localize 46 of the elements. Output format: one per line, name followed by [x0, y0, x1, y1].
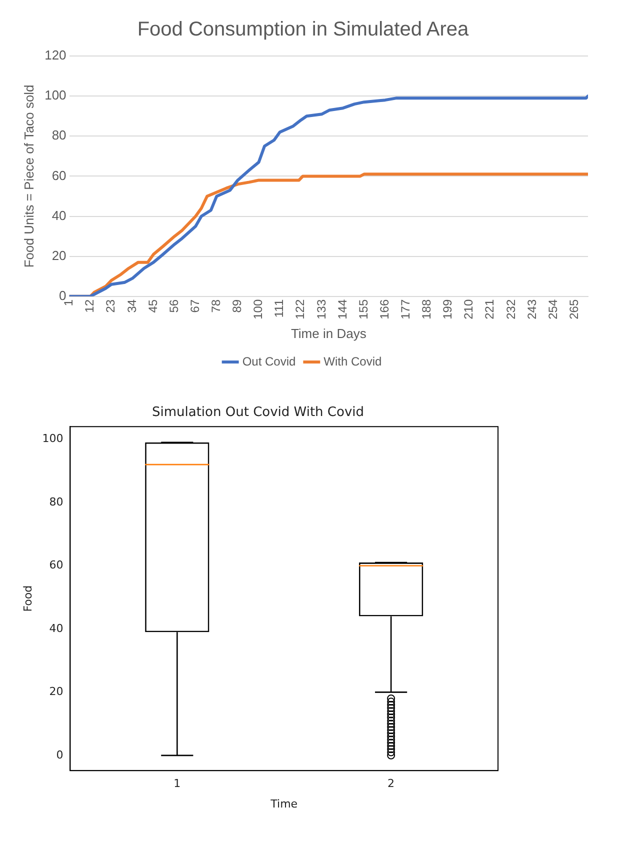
x-tick-label: 210	[462, 299, 476, 320]
y-axis-title: Food Units = Piece of Taco sold	[21, 84, 36, 268]
x-tick-label: 1	[174, 777, 181, 790]
y-tick-label: 60	[49, 558, 64, 572]
x-tick-label: 166	[377, 299, 392, 320]
x-tick-label: 243	[524, 299, 539, 320]
x-tick-label: 2	[388, 777, 395, 790]
y-tick-label: 100	[42, 432, 64, 446]
y-tick-label: 40	[49, 622, 64, 635]
chart-title: Food Consumption in Simulated Area	[137, 18, 470, 41]
x-tick-label: 232	[504, 299, 518, 320]
y-axis-title: Food	[21, 585, 34, 612]
x-tick-label: 155	[356, 299, 370, 320]
legend-label: With Covid	[324, 354, 382, 368]
x-tick-label: 100	[251, 299, 266, 320]
x-tick-label: 265	[566, 299, 581, 320]
x-tick-label: 144	[335, 299, 350, 320]
y-tick-label: 20	[52, 248, 66, 263]
legend-label: Out Covid	[242, 354, 296, 368]
x-tick-label: 23	[104, 299, 118, 313]
x-tick-label: 67	[188, 299, 202, 313]
x-tick-label: 133	[314, 299, 328, 320]
y-tick-label: 100	[44, 88, 66, 103]
y-tick-label: 80	[49, 495, 64, 508]
x-axis-title: Time in Days	[290, 326, 367, 341]
x-tick-label: 221	[482, 299, 497, 320]
x-tick-label: 199	[440, 299, 455, 320]
x-tick-label: 34	[124, 299, 139, 313]
x-tick-label: 254	[546, 299, 560, 320]
x-tick-label: 12	[82, 299, 97, 313]
y-tick-label: 0	[56, 748, 64, 762]
x-tick-label: 177	[398, 299, 412, 320]
x-tick-label: 122	[293, 299, 308, 320]
x-tick-label: 78	[208, 299, 223, 313]
x-tick-label: 188	[420, 299, 434, 320]
chart-title: Simulation Out Covid With Covid	[152, 405, 364, 420]
x-tick-label: 111	[272, 299, 286, 318]
y-tick-label: 80	[52, 128, 66, 143]
y-tick-label: 120	[44, 48, 66, 63]
x-tick-label: 45	[146, 299, 160, 313]
y-tick-label: 60	[52, 168, 66, 183]
y-tick-label: 20	[49, 685, 64, 698]
x-tick-label: 89	[230, 299, 244, 313]
x-tick-label: 56	[166, 299, 181, 313]
x-axis-title: Time	[270, 797, 298, 810]
y-tick-label: 40	[52, 208, 66, 223]
